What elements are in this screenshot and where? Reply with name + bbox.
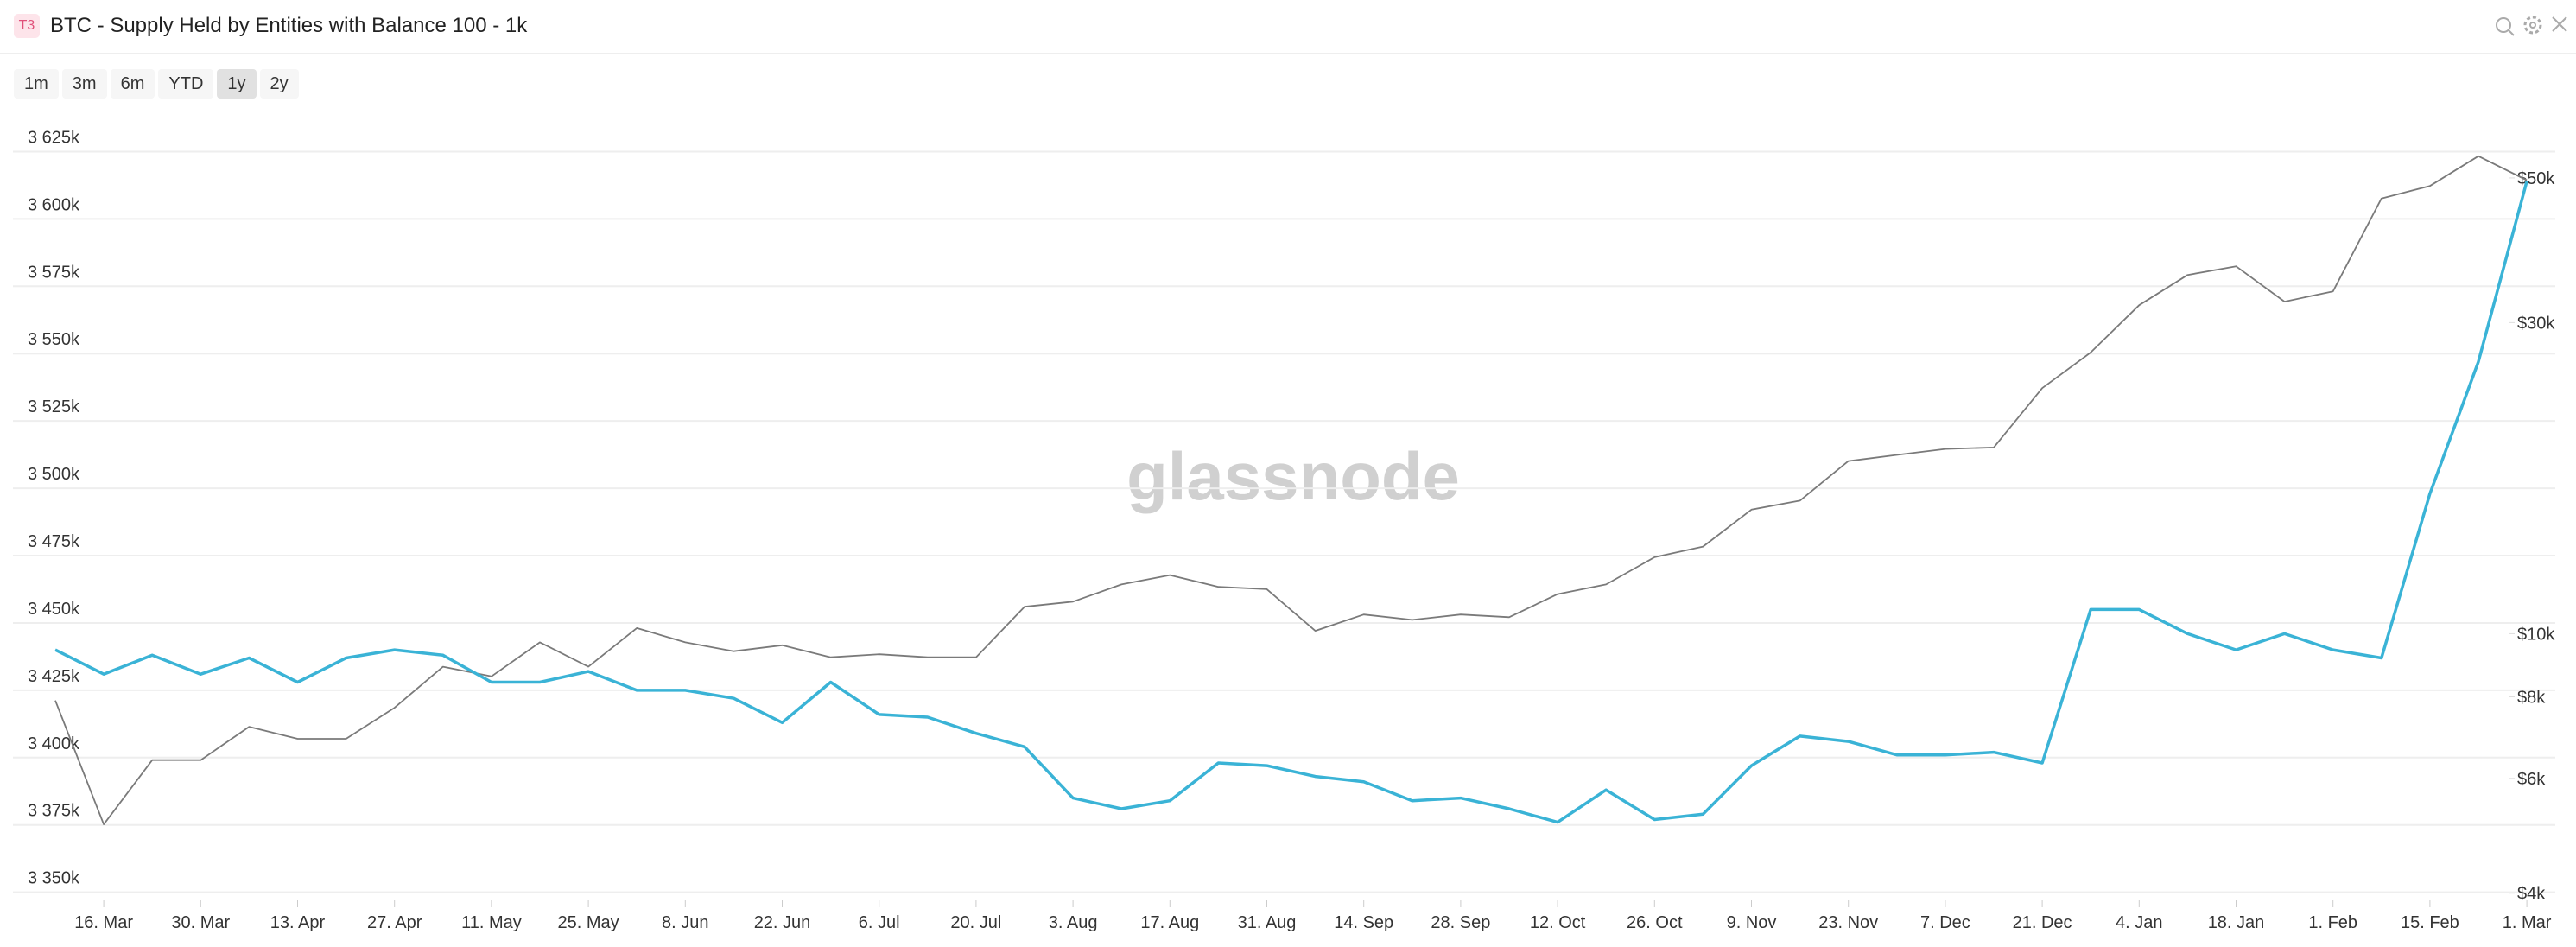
x-tick-label: 14. Sep [1334, 913, 1393, 932]
badge: T3 [14, 14, 40, 38]
x-tick-label: 31. Aug [1238, 913, 1297, 932]
x-tick-label: 21. Dec [2013, 913, 2072, 932]
settings-icon[interactable] [2523, 16, 2542, 35]
y-tick-label: 3 550k [28, 330, 80, 349]
x-tick-label: 3. Aug [1049, 913, 1098, 932]
x-tick-label: 6. Jul [859, 913, 900, 932]
x-tick-label: 28. Sep [1431, 913, 1490, 932]
range-button[interactable]: 2y [259, 69, 299, 99]
x-tick-label: 12. Oct [1530, 913, 1586, 932]
close-icon[interactable] [2552, 16, 2567, 32]
range-button[interactable]: 1m [14, 69, 59, 99]
x-tick-label: 11. May [461, 913, 522, 932]
x-tick-label: 23. Nov [1818, 913, 1878, 932]
x-tick-label: 22. Jun [754, 913, 811, 932]
y-tick-label: 3 525k [28, 397, 80, 416]
watermark: glassnode [1126, 438, 1460, 514]
series-line [54, 155, 2528, 825]
y-tick-label: 3 400k [28, 734, 80, 753]
zoom-icon[interactable] [2496, 17, 2511, 33]
x-tick-label: 17. Aug [1140, 913, 1199, 932]
y-tick-label: 3 450k [28, 600, 80, 619]
x-tick-label: 18. Jan [2208, 913, 2265, 932]
range-button[interactable]: 3m [61, 69, 107, 99]
chart-title: BTC - Supply Held by Entities with Balan… [50, 14, 528, 37]
y2-tick-label: $6k [2517, 770, 2546, 789]
x-tick-label: 26. Oct [1627, 913, 1683, 932]
x-tick-label: 25. May [558, 913, 619, 932]
y2-tick-label: $8k [2517, 689, 2546, 708]
x-tick-label: 15. Feb [2401, 913, 2459, 932]
x-tick-label: 13. Apr [270, 913, 326, 932]
y-tick-label: 3 600k [28, 195, 80, 214]
y-tick-label: 3 575k [28, 263, 80, 282]
settings-icon-core [2529, 22, 2536, 29]
x-tick-label: 16. Mar [74, 913, 133, 932]
header: T3 BTC - Supply Held by Entities with Ba… [0, 0, 2576, 54]
y-tick-label: 3 625k [28, 128, 80, 147]
y-tick-label: 3 425k [28, 667, 80, 686]
toolbar-icons [2496, 16, 2567, 36]
x-tick-label: 20. Jul [950, 913, 1001, 932]
y-tick-label: 3 500k [28, 465, 80, 484]
range-buttons: 1m 3m 6m YTD 1y 2y [14, 69, 299, 99]
x-tick-label: 8. Jun [662, 913, 708, 932]
range-button[interactable]: YTD [158, 69, 214, 99]
y-tick-label: 3 375k [28, 802, 80, 821]
y2-tick-label: $30k [2517, 314, 2555, 333]
x-tick-label: 30. Mar [171, 913, 230, 932]
y-tick-label: 3 475k [28, 532, 80, 551]
y2-tick-label: $4k [2517, 885, 2546, 904]
x-tick-label: 7. Dec [1920, 913, 1970, 932]
range-button[interactable]: 1y [217, 69, 257, 99]
range-button[interactable]: 6m [110, 69, 155, 99]
x-tick-label: 9. Nov [1727, 913, 1777, 932]
series-line [54, 181, 2528, 824]
x-tick-label: 27. Apr [367, 913, 422, 932]
y-tick-label: 3 350k [28, 869, 80, 888]
x-tick-label: 1. Feb [2308, 913, 2357, 932]
x-tick-label: 4. Jan [2116, 913, 2162, 932]
zoom-icon-handle [2508, 29, 2515, 36]
y2-tick-label: $10k [2517, 625, 2555, 644]
x-tick-label: 1. Mar [2503, 913, 2552, 932]
